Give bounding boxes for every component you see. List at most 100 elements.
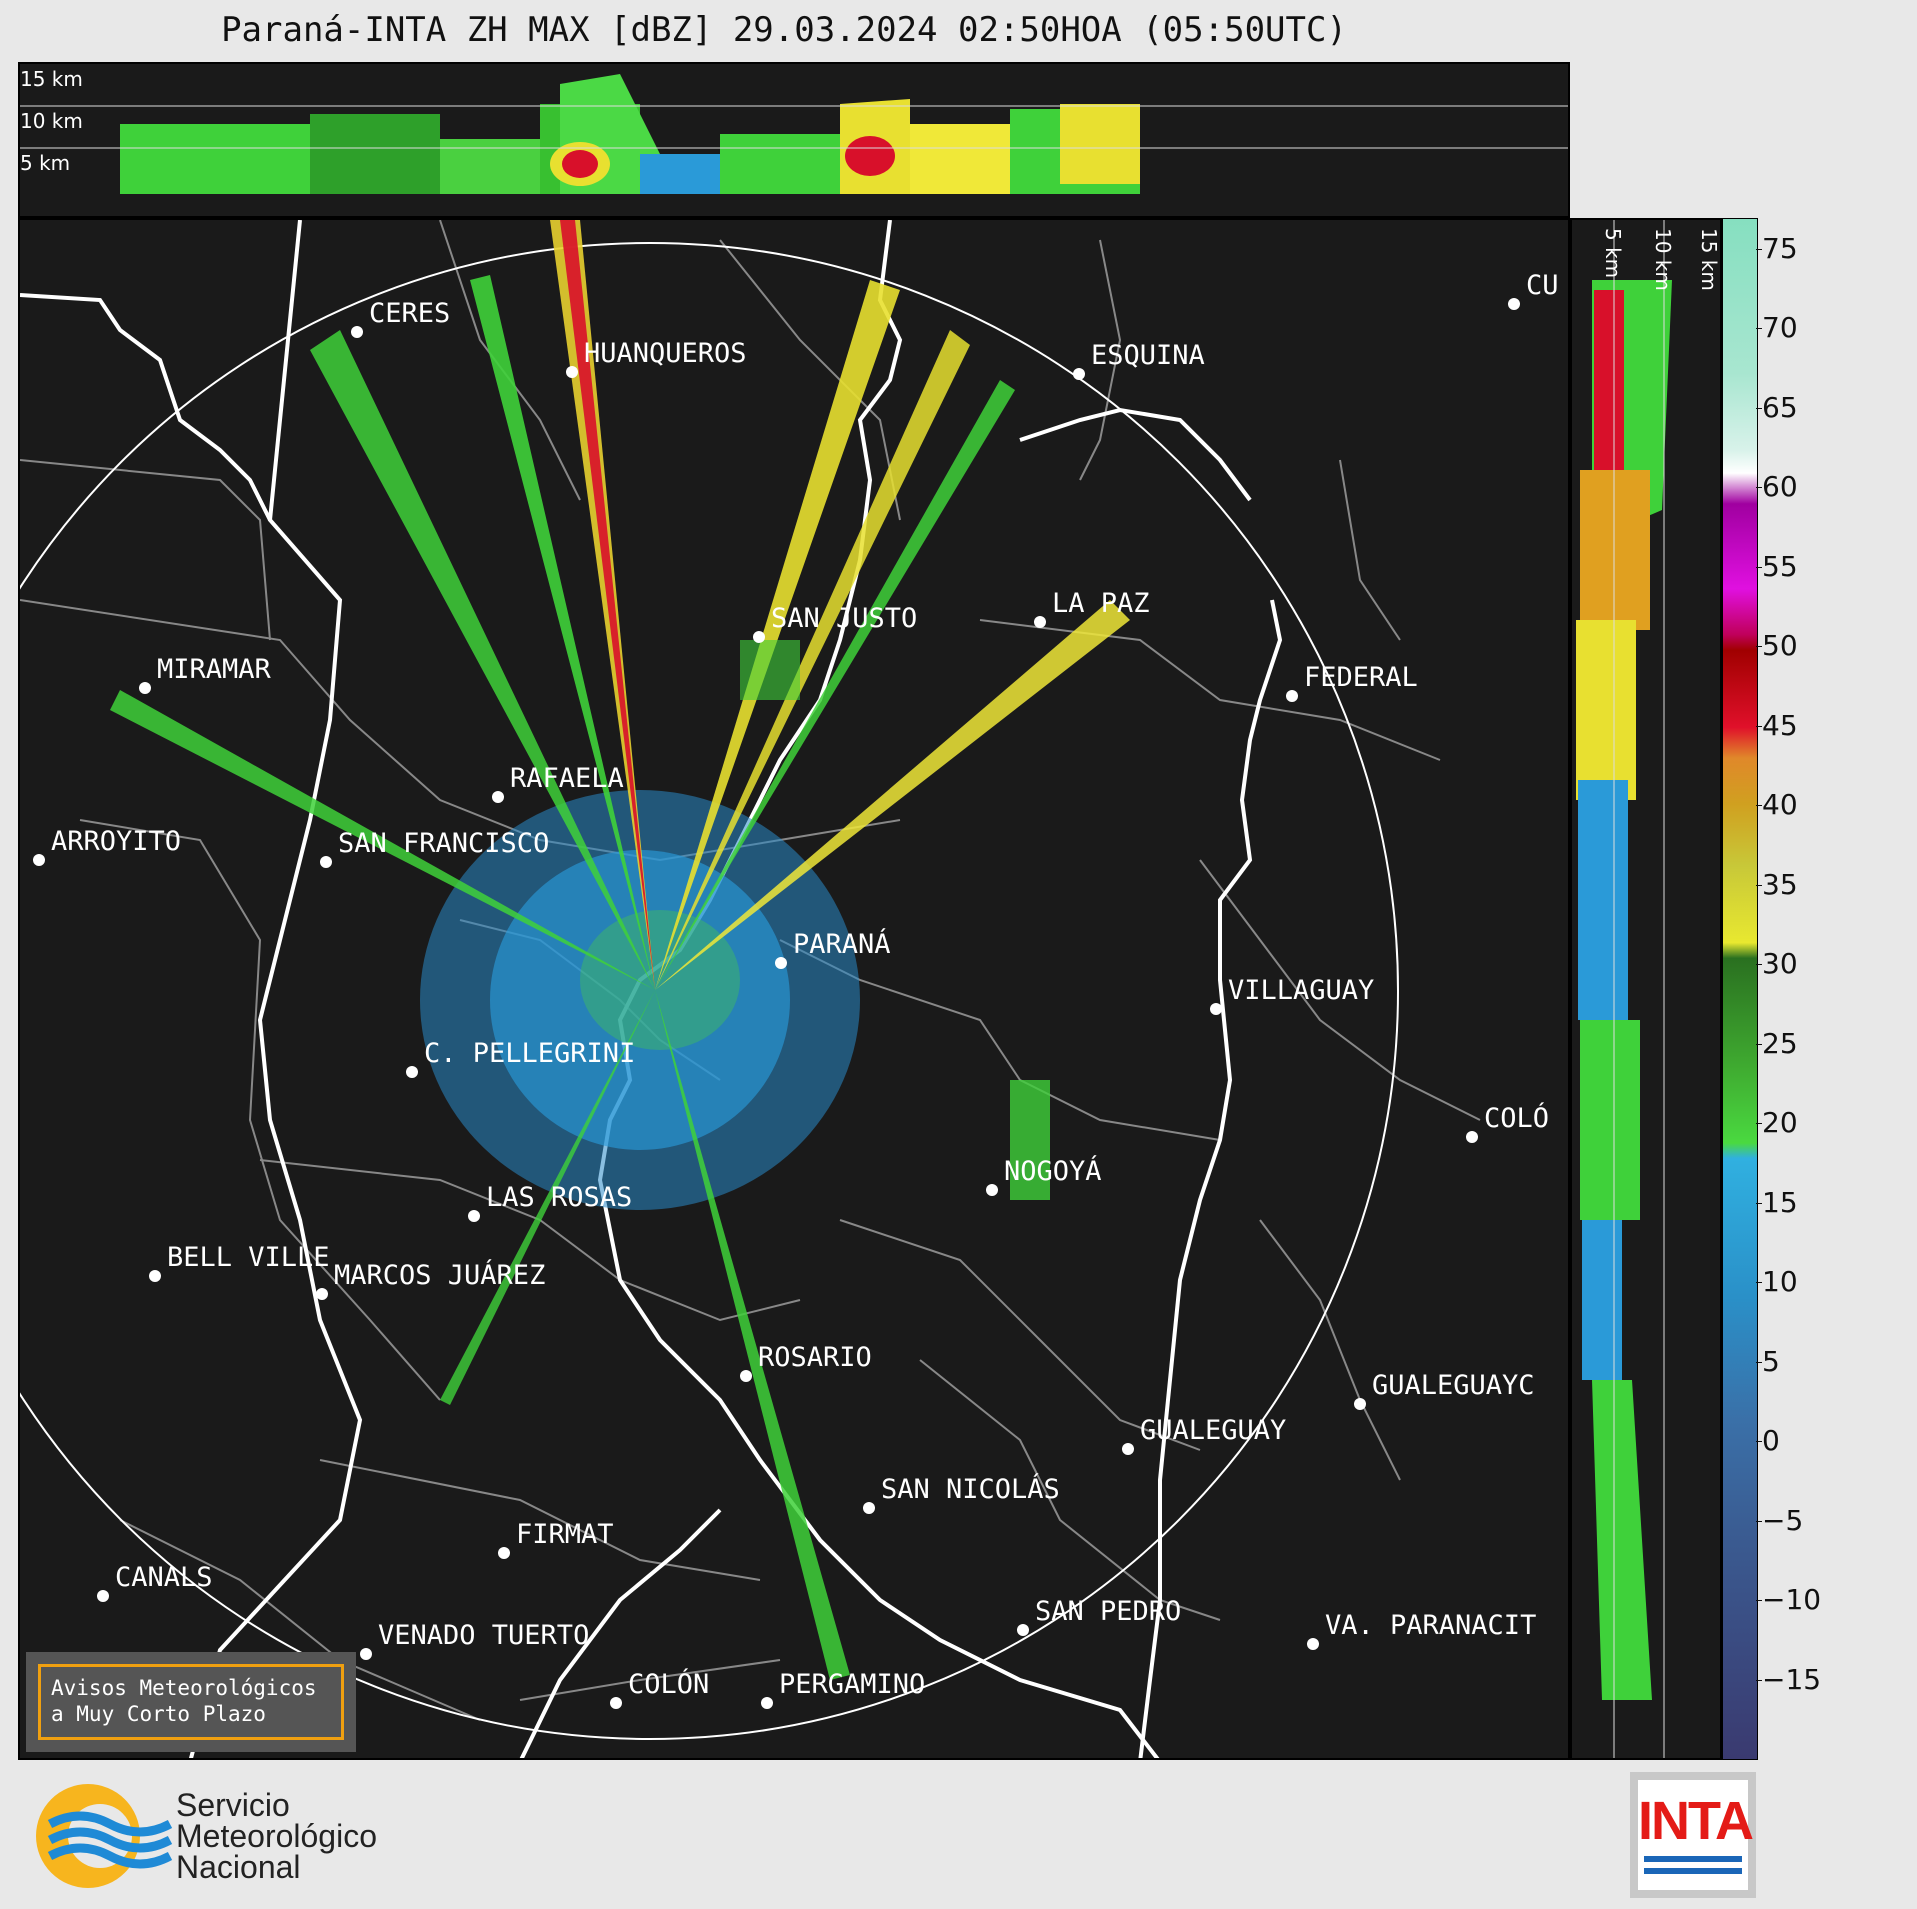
city-label: VA. PARANACIT [1325, 1610, 1536, 1641]
side-cross-section-svg: 5 km 10 km 15 km [1576, 220, 1721, 1758]
colorbar-tick-label: 35 [1756, 867, 1798, 901]
city-dot [740, 1370, 752, 1382]
city-label: PARANÁ [793, 928, 891, 960]
city-marker: CU [1508, 270, 1559, 310]
side-altitude-5km: 5 km [1601, 228, 1625, 278]
city-marker: GUALEGUAYC [1354, 1370, 1535, 1410]
city-marker: ARROYITO [33, 826, 181, 866]
inta-logo-bar [1644, 1868, 1742, 1874]
side-altitude-15km: 15 km [1697, 228, 1721, 291]
city-label: VENADO TUERTO [378, 1620, 589, 1651]
colorbar-tick-label: −15 [1755, 1662, 1822, 1696]
radar-map-svg: CERES HUANQUEROS ESQUINA CU SAN JUSTO LA PAZ F… [20, 220, 1559, 1758]
top-cross-section-panel: 15 km 10 km 5 km [18, 62, 1570, 218]
colorbar-tick-label: 50 [1756, 629, 1798, 663]
city-label: SAN PEDRO [1035, 1596, 1181, 1627]
city-label: SAN NICOLÁS [881, 1473, 1060, 1505]
colorbar-tick-label: 30 [1756, 947, 1798, 981]
city-label: CU [1526, 270, 1559, 301]
top-echo [1060, 104, 1140, 184]
smn-logo-icon [36, 1784, 173, 1888]
city-label: LAS ROSAS [486, 1182, 632, 1213]
top-altitude-15km: 15 km [20, 67, 83, 91]
city-dot [1466, 1131, 1478, 1143]
city-dot [761, 1697, 773, 1709]
alert-box[interactable]: Avisos Meteorológicos a Muy Corto Plazo [26, 1652, 356, 1752]
city-layer: CERES HUANQUEROS ESQUINA CU SAN JUSTO LA PAZ F… [33, 270, 1559, 1709]
top-cross-section-svg: 15 km 10 km 5 km [20, 67, 1568, 194]
city-label: GUALEGUAY [1140, 1415, 1286, 1446]
colorbar-tick-label: 60 [1756, 470, 1798, 504]
alert-line-2: a Muy Corto Plazo [51, 1702, 266, 1726]
range-ring [20, 242, 1399, 1740]
city-marker: ESQUINA [1073, 340, 1205, 380]
city-dot [139, 682, 151, 694]
city-label: VILLAGUAY [1228, 975, 1374, 1006]
city-marker: GUALEGUAY [1122, 1415, 1286, 1455]
top-echo [310, 114, 440, 194]
city-label: NOGOYÁ [1004, 1155, 1102, 1187]
colorbar-tick-label: 0 [1756, 1424, 1780, 1458]
city-marker: FEDERAL [1286, 662, 1418, 702]
city-label: SAN JUSTO [771, 603, 917, 634]
top-echo [120, 124, 310, 194]
city-marker: VILLAGUAY [1210, 975, 1374, 1015]
top-echo [720, 134, 840, 194]
city-dot [1122, 1443, 1134, 1455]
colorbar-tick-label: −10 [1755, 1583, 1822, 1617]
inta-logo-bar [1644, 1856, 1742, 1862]
colorbar-tick-label: 5 [1756, 1344, 1780, 1378]
city-label: ARROYITO [51, 826, 181, 857]
city-label: RAFAELA [510, 763, 624, 794]
radar-echoes [110, 220, 1130, 1680]
inta-logo: INTA [1630, 1772, 1756, 1898]
colorbar-tick-label: 10 [1756, 1265, 1798, 1299]
smn-line-2: Meteorológico [176, 1818, 377, 1854]
city-dot [1017, 1624, 1029, 1636]
city-marker: NOGOYÁ [986, 1155, 1102, 1196]
city-dot [566, 366, 578, 378]
colorbar-tick-label: 15 [1756, 1185, 1798, 1219]
city-dot [492, 791, 504, 803]
city-marker: BELL VILLE [149, 1242, 330, 1282]
city-marker: SAN PEDRO [1017, 1596, 1181, 1636]
city-dot [316, 1288, 328, 1300]
colorbar-tick-label: 55 [1756, 549, 1798, 583]
city-marker: CANALS [97, 1562, 213, 1602]
top-echo [640, 154, 720, 194]
city-label: CANALS [115, 1562, 213, 1593]
city-label: PERGAMINO [779, 1669, 925, 1700]
city-label: ROSARIO [758, 1342, 872, 1373]
city-dot [360, 1648, 372, 1660]
city-dot [863, 1502, 875, 1514]
city-label: COLÓN [628, 1668, 709, 1700]
city-label: HUANQUEROS [584, 338, 747, 369]
city-dot [1508, 298, 1520, 310]
city-dot [498, 1547, 510, 1559]
alert-line-1: Avisos Meteorológicos [51, 1676, 317, 1700]
smn-line-3: Nacional [176, 1849, 301, 1885]
colorbar-tick-label: 40 [1756, 788, 1798, 822]
side-echoes [1576, 280, 1672, 1700]
city-dot [753, 631, 765, 643]
city-marker: PARANÁ [775, 928, 891, 969]
city-label: BELL VILLE [167, 1242, 330, 1273]
city-dot [775, 957, 787, 969]
city-marker: SAN JUSTO [753, 603, 917, 643]
city-marker: SAN NICOLÁS [863, 1473, 1060, 1514]
top-echo [845, 136, 895, 176]
city-dot [1354, 1398, 1366, 1410]
city-marker: CERES [351, 298, 450, 338]
colorbar-tick-label: 75 [1756, 231, 1798, 265]
city-marker: RAFAELA [492, 763, 624, 803]
inta-logo-word: INTA [1638, 1791, 1754, 1851]
city-dot [97, 1590, 109, 1602]
radar-map-panel: CERES HUANQUEROS ESQUINA CU SAN JUSTO LA PAZ F… [18, 218, 1570, 1760]
city-label: FIRMAT [516, 1519, 614, 1550]
smn-name: Servicio Meteorológico Nacional [176, 1789, 377, 1885]
colorbar-tick-label: 20 [1756, 1106, 1798, 1140]
city-label: C. PELLEGRINI [424, 1038, 635, 1069]
city-dot [1034, 616, 1046, 628]
alert-box-inner[interactable]: Avisos Meteorológicos a Muy Corto Plazo [38, 1664, 344, 1740]
city-label: GUALEGUAYC [1372, 1370, 1535, 1401]
